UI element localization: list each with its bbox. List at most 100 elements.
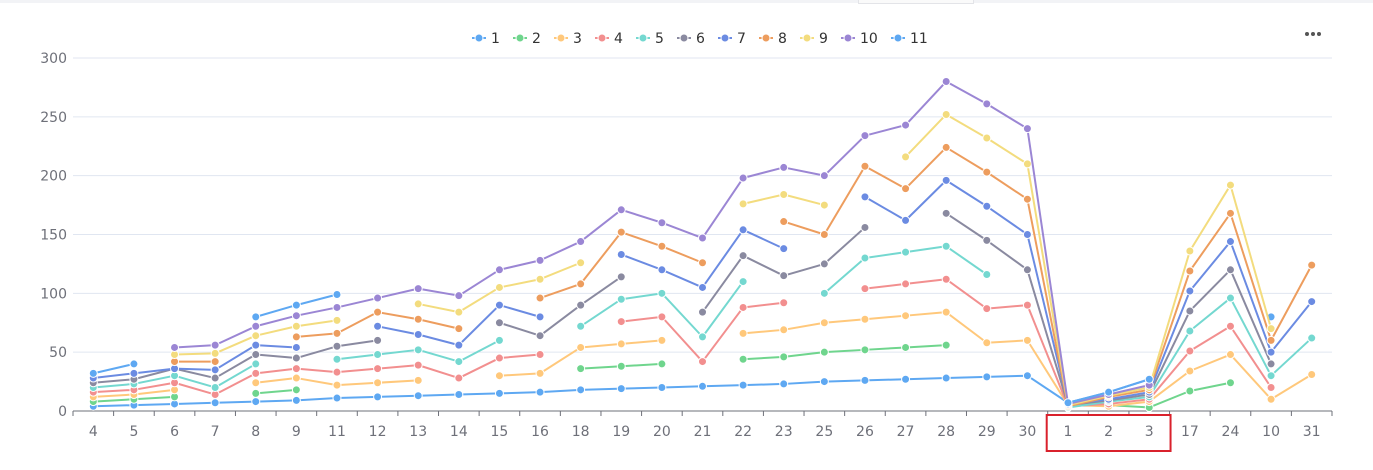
data-point: [860, 375, 870, 385]
data-point: [657, 218, 667, 228]
x-tick-label: 21: [694, 424, 712, 440]
data-point: [779, 352, 789, 362]
x-tick-label: 13: [409, 424, 427, 440]
y-tick-label: 200: [40, 169, 67, 185]
x-tick-label: 4: [89, 424, 98, 440]
series-6: [88, 208, 1276, 410]
series-1: [88, 312, 1276, 411]
legend-item-6: 6: [677, 31, 705, 47]
data-point: [291, 300, 301, 310]
data-point: [373, 321, 383, 331]
legend-item-8: 8: [759, 31, 787, 47]
series-line: [93, 344, 297, 380]
data-point: [941, 77, 951, 87]
legend-label: 9: [819, 31, 828, 47]
data-point: [373, 293, 383, 303]
x-tick-label: 24: [1222, 424, 1240, 440]
legend-marker: [893, 33, 903, 43]
data-point: [1225, 293, 1235, 303]
data-point: [657, 241, 667, 251]
data-point: [901, 120, 911, 130]
data-point: [88, 368, 98, 378]
data-point: [454, 357, 464, 367]
x-tick-label: 17: [1181, 424, 1199, 440]
x-tick-label: 2: [1104, 424, 1113, 440]
data-point: [1104, 387, 1114, 397]
legend-item-4: 4: [595, 31, 623, 47]
data-point: [982, 99, 992, 109]
series-3: [88, 307, 1317, 411]
x-tick-label: 18: [572, 424, 590, 440]
data-point: [941, 208, 951, 218]
series-line: [93, 362, 135, 375]
data-point: [494, 335, 504, 345]
legend-label: 10: [860, 31, 878, 47]
legend-marker: [474, 33, 484, 43]
legend-marker: [679, 33, 689, 43]
data-point: [1266, 335, 1276, 345]
data-point: [738, 328, 748, 338]
data-point: [251, 350, 261, 360]
series-9: [170, 109, 1276, 410]
data-point: [616, 339, 626, 349]
x-tick-label: 27: [897, 424, 915, 440]
data-point: [1225, 321, 1235, 331]
x-tick-label: 6: [170, 424, 179, 440]
legend-label: 4: [614, 31, 623, 47]
data-point: [901, 215, 911, 225]
legend-item-3: 3: [554, 31, 582, 47]
data-point: [373, 392, 383, 402]
data-point: [860, 314, 870, 324]
data-point: [129, 368, 139, 378]
data-point: [210, 340, 220, 350]
data-point: [738, 173, 748, 183]
series-7: [88, 175, 1317, 409]
data-point: [535, 368, 545, 378]
data-point: [616, 361, 626, 371]
data-point: [251, 340, 261, 350]
data-point: [941, 373, 951, 383]
legend-marker: [802, 33, 812, 43]
data-point: [1307, 297, 1317, 307]
data-point: [251, 321, 261, 331]
data-point: [1185, 366, 1195, 376]
data-point: [454, 324, 464, 334]
data-point: [576, 364, 586, 374]
x-tick-label: 5: [129, 424, 138, 440]
data-point: [860, 284, 870, 294]
data-point: [210, 348, 220, 358]
x-tick-label: 12: [369, 424, 387, 440]
data-point: [1266, 382, 1276, 392]
data-point: [210, 373, 220, 383]
data-point: [535, 274, 545, 284]
x-tick-label: 29: [978, 424, 996, 440]
data-point: [251, 331, 261, 341]
data-point: [332, 393, 342, 403]
series-lines: [88, 77, 1317, 412]
data-point: [535, 331, 545, 341]
data-point: [860, 161, 870, 171]
data-point: [1266, 371, 1276, 381]
x-axis: 4 5 6 7 8 9 11 12 13 14 15 16 18 19 20 21 22 23 25 26 27 28 29…: [72, 411, 1333, 440]
data-point: [413, 345, 423, 355]
x-tick-label: 14: [450, 424, 468, 440]
data-point: [738, 354, 748, 364]
data-point: [657, 382, 667, 392]
data-point: [576, 321, 586, 331]
data-point: [332, 367, 342, 377]
y-tick-label: 250: [40, 110, 67, 126]
series-line: [539, 231, 703, 299]
data-point: [454, 373, 464, 383]
x-tick-label: 30: [1018, 424, 1036, 440]
data-point: [535, 255, 545, 265]
more-options-button[interactable]: [1298, 24, 1328, 44]
data-point: [819, 347, 829, 357]
data-point: [657, 312, 667, 322]
data-point: [901, 342, 911, 352]
data-point: [494, 300, 504, 310]
data-point: [535, 293, 545, 303]
data-point: [332, 354, 342, 364]
data-point: [1225, 237, 1235, 247]
data-point: [413, 391, 423, 401]
